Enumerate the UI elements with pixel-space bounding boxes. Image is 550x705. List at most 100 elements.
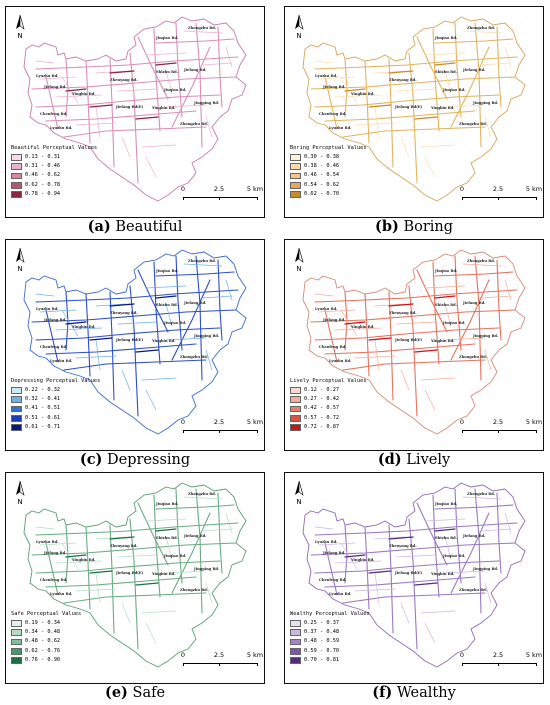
road-segment xyxy=(344,524,348,584)
road-label: Jiefang Rd. xyxy=(43,318,66,322)
legend-range-label: 0.42 - 0.57 xyxy=(304,405,340,412)
road-segment xyxy=(129,52,139,184)
road-segment xyxy=(35,522,239,536)
road-labels: Zhongzhu Rd. Jiuqiao Rd. Lyuzhu Rd. Jiefang… xyxy=(36,492,219,596)
road-label: Zhongzhu Rd. xyxy=(180,122,208,126)
legend-item: 0.78 - 0.94 xyxy=(11,190,97,199)
legend: Wealthy Perceptual Values 0.25 - 0.37 0.37… xyxy=(290,611,370,665)
legend-swatch xyxy=(11,405,22,413)
road-segment xyxy=(95,303,127,307)
north-arrow-label: N xyxy=(17,265,22,273)
legend-range-label: 0.37 - 0.48 xyxy=(304,629,340,636)
road-segment xyxy=(334,327,382,331)
north-arrow-right xyxy=(298,14,304,30)
road-segment xyxy=(432,28,440,132)
district-map: N Zhongzhu Rd. Jiuqiao Rd. Lyuzhu Rd. Jiefan… xyxy=(295,247,526,435)
road-label: Jiuqiao Rd. xyxy=(163,88,186,92)
road-segment xyxy=(408,52,418,184)
road-segment xyxy=(195,255,203,381)
road-segment xyxy=(121,369,131,391)
road-label: Yingbin Rd. xyxy=(71,92,96,96)
road-segment xyxy=(432,261,440,365)
road-segment xyxy=(424,52,466,56)
road-segment xyxy=(201,62,233,66)
road-segment xyxy=(396,321,436,325)
road-segment xyxy=(416,502,448,566)
road-network xyxy=(310,488,518,650)
road-segment xyxy=(496,259,502,341)
legend-swatch xyxy=(290,182,301,189)
legend-item: 0.46 - 0.54 xyxy=(290,171,367,180)
north-arrow-icon xyxy=(295,247,304,263)
road-segment xyxy=(145,52,187,56)
road-segment xyxy=(396,88,436,92)
road-segment xyxy=(424,389,436,411)
road-label: Lyuzhu Rd. xyxy=(329,592,351,596)
road-segment xyxy=(175,22,183,118)
road-segment xyxy=(454,255,462,351)
road-segment xyxy=(129,285,139,417)
road-segment xyxy=(45,309,59,363)
road-segment xyxy=(354,122,396,126)
caption-boring: (b) Boring xyxy=(284,218,544,235)
caption-letter: (c) xyxy=(79,451,103,468)
road-segment xyxy=(183,30,223,34)
north-arrow-icon xyxy=(16,247,25,263)
north-arrow-right xyxy=(19,247,25,263)
road-label: Chenfeng Rd. xyxy=(40,345,67,349)
road-segment xyxy=(55,94,103,98)
scale-bar-label: 0 xyxy=(459,651,465,659)
caption-letter: (b) xyxy=(374,218,399,235)
legend-item: 0.25 - 0.37 xyxy=(290,619,370,628)
legend-range-label: 0.34 - 0.48 xyxy=(25,629,61,636)
road-label: Jiefang Rd. xyxy=(183,301,206,305)
legend-range-label: 0.62 - 0.70 xyxy=(304,190,340,197)
legend-range-label: 0.48 - 0.62 xyxy=(25,638,61,645)
road-segment xyxy=(175,488,183,584)
legend-item: 0.42 - 0.57 xyxy=(290,404,367,413)
road-segment xyxy=(324,76,338,130)
legend-title: Safe Perceptual Values xyxy=(11,611,82,617)
caption-text: Wealthy xyxy=(396,685,456,701)
road-label: Jiefang Rd. xyxy=(462,301,485,305)
road-label: Jingping Rd. xyxy=(193,567,219,571)
legend-title: Wealthy Perceptual Values xyxy=(290,611,370,617)
caption-text: Depressing xyxy=(107,452,191,468)
road-label: Yingbin Rd. xyxy=(151,106,176,110)
legend-range-label: 0.62 - 0.78 xyxy=(25,181,61,188)
road-segment xyxy=(75,588,117,592)
road-segment xyxy=(141,144,177,148)
road-segment xyxy=(480,295,512,299)
road-segment xyxy=(55,327,103,331)
legend-range-label: 0.54 - 0.62 xyxy=(304,181,340,188)
road-segment xyxy=(109,70,135,74)
road-label: Jiuqiao Rd. xyxy=(434,269,457,273)
road-label: Chenfeng Rd. xyxy=(40,112,67,116)
north-arrow-left xyxy=(16,15,20,29)
legend-item: 0.34 - 0.48 xyxy=(11,628,81,637)
caption-safe: (e) Safe xyxy=(5,684,265,701)
road-segment xyxy=(480,62,512,66)
legend-swatch xyxy=(11,620,22,627)
road-label: Zhenyang Rd. xyxy=(389,311,417,315)
road-segment xyxy=(35,94,221,108)
road-segment xyxy=(45,110,197,122)
scale-bar-tick xyxy=(536,430,537,433)
scale-bar: 0 2.5 5 km xyxy=(458,185,542,205)
scale-bar-tick xyxy=(462,430,463,433)
road-label: Jiefang Rd. xyxy=(183,68,206,72)
scale-bar-label: 0 xyxy=(180,185,186,193)
legend-item: 0.62 - 0.78 xyxy=(11,181,97,190)
legend-range-label: 0.51 - 0.61 xyxy=(25,414,61,421)
scale-bar-tick xyxy=(219,663,220,666)
road-segment xyxy=(314,56,518,70)
road-segment xyxy=(314,522,518,536)
legend: Boring Perceptual Values 0.30 - 0.38 0.38 … xyxy=(290,145,367,199)
legend-item: 0.76 - 0.90 xyxy=(11,656,81,665)
road-label: Jiefang Rd. xyxy=(462,534,485,538)
legend-item: 0.62 - 0.70 xyxy=(290,190,367,199)
road-segment xyxy=(171,512,211,594)
road-label: Lyuzhu Rd. xyxy=(315,540,337,544)
legend-item: 0.30 - 0.38 xyxy=(290,153,367,162)
road-segment xyxy=(35,56,239,70)
